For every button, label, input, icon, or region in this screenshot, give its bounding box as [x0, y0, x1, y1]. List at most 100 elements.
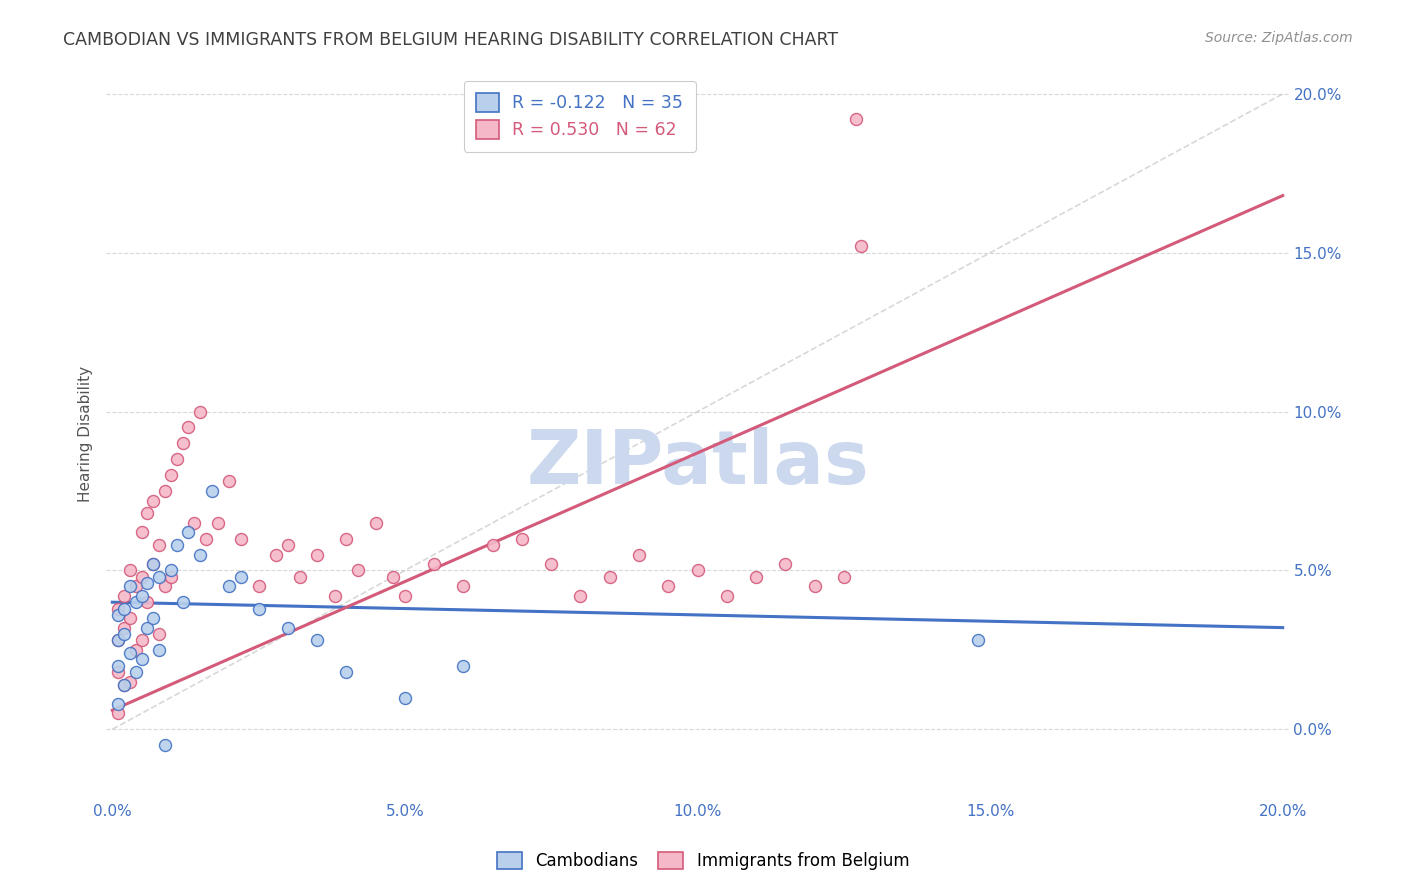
Point [172, 595, 194, 609]
Point [745, 570, 768, 584]
Point [218, 475, 240, 489]
Point [136, 576, 159, 591]
Point [347, 564, 370, 578]
Point [112, 678, 135, 692]
Point [166, 538, 188, 552]
Point [131, 589, 153, 603]
Point [247, 579, 270, 593]
Point [107, 633, 129, 648]
Point [229, 532, 252, 546]
Point [112, 601, 135, 615]
Point [599, 570, 621, 584]
Legend: Cambodians, Immigrants from Belgium: Cambodians, Immigrants from Belgium [491, 845, 915, 877]
Point [107, 633, 129, 648]
Point [188, 404, 211, 418]
Point [716, 589, 738, 603]
Point [148, 643, 170, 657]
Point [569, 589, 592, 603]
Point [107, 706, 129, 721]
Point [364, 516, 387, 530]
Point [125, 579, 148, 593]
Point [112, 621, 135, 635]
Point [188, 548, 211, 562]
Point [131, 525, 153, 540]
Point [118, 611, 141, 625]
Point [177, 525, 200, 540]
Point [118, 646, 141, 660]
Point [453, 658, 475, 673]
Point [803, 579, 825, 593]
Point [264, 548, 287, 562]
Point [277, 538, 299, 552]
Point [125, 665, 148, 679]
Point [844, 112, 866, 127]
Text: CAMBODIAN VS IMMIGRANTS FROM BELGIUM HEARING DISABILITY CORRELATION CHART: CAMBODIAN VS IMMIGRANTS FROM BELGIUM HEA… [63, 31, 838, 49]
Point [510, 532, 533, 546]
Point [686, 564, 709, 578]
Point [160, 468, 183, 483]
Point [177, 420, 200, 434]
Point [142, 557, 165, 571]
Point [112, 678, 135, 692]
Point [125, 643, 148, 657]
Point [382, 570, 405, 584]
Point [107, 607, 129, 622]
Legend: R = -0.122   N = 35, R = 0.530   N = 62: R = -0.122 N = 35, R = 0.530 N = 62 [464, 81, 696, 152]
Text: Source: ZipAtlas.com: Source: ZipAtlas.com [1205, 31, 1353, 45]
Point [335, 665, 357, 679]
Point [229, 570, 252, 584]
Point [423, 557, 446, 571]
Point [657, 579, 679, 593]
Point [453, 579, 475, 593]
Point [131, 570, 153, 584]
Point [166, 452, 188, 467]
Point [277, 621, 299, 635]
Point [481, 538, 503, 552]
Point [335, 532, 357, 546]
Point [148, 627, 170, 641]
Point [540, 557, 562, 571]
Point [394, 589, 416, 603]
Point [775, 557, 797, 571]
Point [118, 674, 141, 689]
Point [142, 611, 165, 625]
Point [136, 621, 159, 635]
Text: ZIPatlas: ZIPatlas [526, 426, 869, 500]
Point [148, 570, 170, 584]
Point [394, 690, 416, 705]
Point [142, 557, 165, 571]
Point [107, 658, 129, 673]
Point [118, 579, 141, 593]
Point [160, 570, 183, 584]
Point [112, 627, 135, 641]
Point [832, 570, 855, 584]
Point [307, 548, 329, 562]
Point [183, 516, 205, 530]
Point [160, 564, 183, 578]
Point [201, 483, 224, 498]
Point [112, 589, 135, 603]
Point [153, 738, 176, 752]
Point [131, 633, 153, 648]
Point [125, 595, 148, 609]
Point [136, 595, 159, 609]
Point [131, 652, 153, 666]
Point [107, 697, 129, 711]
Point [323, 589, 346, 603]
Point [136, 506, 159, 520]
Point [153, 483, 176, 498]
Point [118, 564, 141, 578]
Point [148, 538, 170, 552]
Point [307, 633, 329, 648]
Point [107, 665, 129, 679]
Point [142, 493, 165, 508]
Point [247, 601, 270, 615]
Point [218, 579, 240, 593]
Point [967, 633, 990, 648]
Point [288, 570, 311, 584]
Point [207, 516, 229, 530]
Point [153, 579, 176, 593]
Point [627, 548, 650, 562]
Y-axis label: Hearing Disability: Hearing Disability [79, 366, 93, 502]
Point [851, 239, 873, 253]
